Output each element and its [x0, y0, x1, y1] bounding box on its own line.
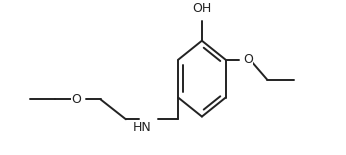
Text: O: O [244, 53, 254, 66]
Text: O: O [71, 93, 81, 106]
Text: HN: HN [133, 121, 151, 134]
Text: OH: OH [192, 2, 211, 15]
